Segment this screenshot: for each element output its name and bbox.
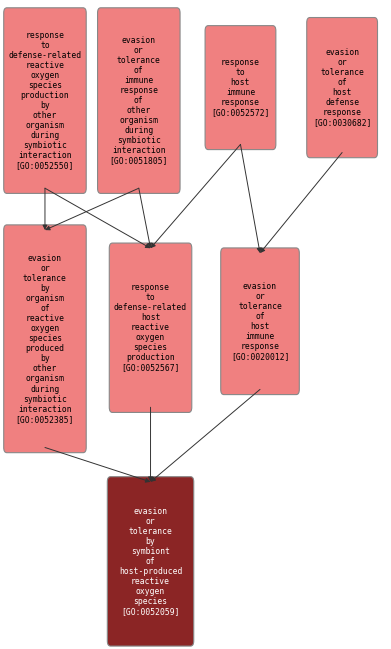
Text: response
to
host
immune
response
[GO:0052572]: response to host immune response [GO:005… xyxy=(211,58,270,117)
Text: evasion
or
tolerance
of
immune
response
of
other
organism
during
symbiotic
inter: evasion or tolerance of immune response … xyxy=(109,36,168,165)
FancyBboxPatch shape xyxy=(97,8,180,193)
FancyBboxPatch shape xyxy=(205,26,276,150)
FancyBboxPatch shape xyxy=(221,248,300,395)
FancyBboxPatch shape xyxy=(307,18,378,158)
Text: evasion
or
tolerance
by
symbiont
of
host-produced
reactive
oxygen
species
[GO:00: evasion or tolerance by symbiont of host… xyxy=(119,507,182,616)
FancyBboxPatch shape xyxy=(107,476,194,646)
Text: response
to
defense-related
reactive
oxygen
species
production
by
other
organism: response to defense-related reactive oxy… xyxy=(8,31,82,171)
Text: evasion
or
tolerance
by
organism
of
reactive
oxygen
species
produced
by
other
or: evasion or tolerance by organism of reac… xyxy=(16,254,74,424)
FancyBboxPatch shape xyxy=(4,225,86,453)
Text: evasion
or
tolerance
of
host
defense
response
[GO:0030682]: evasion or tolerance of host defense res… xyxy=(313,48,371,127)
Text: response
to
defense-related
host
reactive
oxygen
species
production
[GO:0052567]: response to defense-related host reactiv… xyxy=(114,283,187,373)
FancyBboxPatch shape xyxy=(109,243,192,413)
Text: evasion
or
tolerance
of
host
immune
response
[GO:0020012]: evasion or tolerance of host immune resp… xyxy=(231,282,289,361)
FancyBboxPatch shape xyxy=(4,8,86,193)
